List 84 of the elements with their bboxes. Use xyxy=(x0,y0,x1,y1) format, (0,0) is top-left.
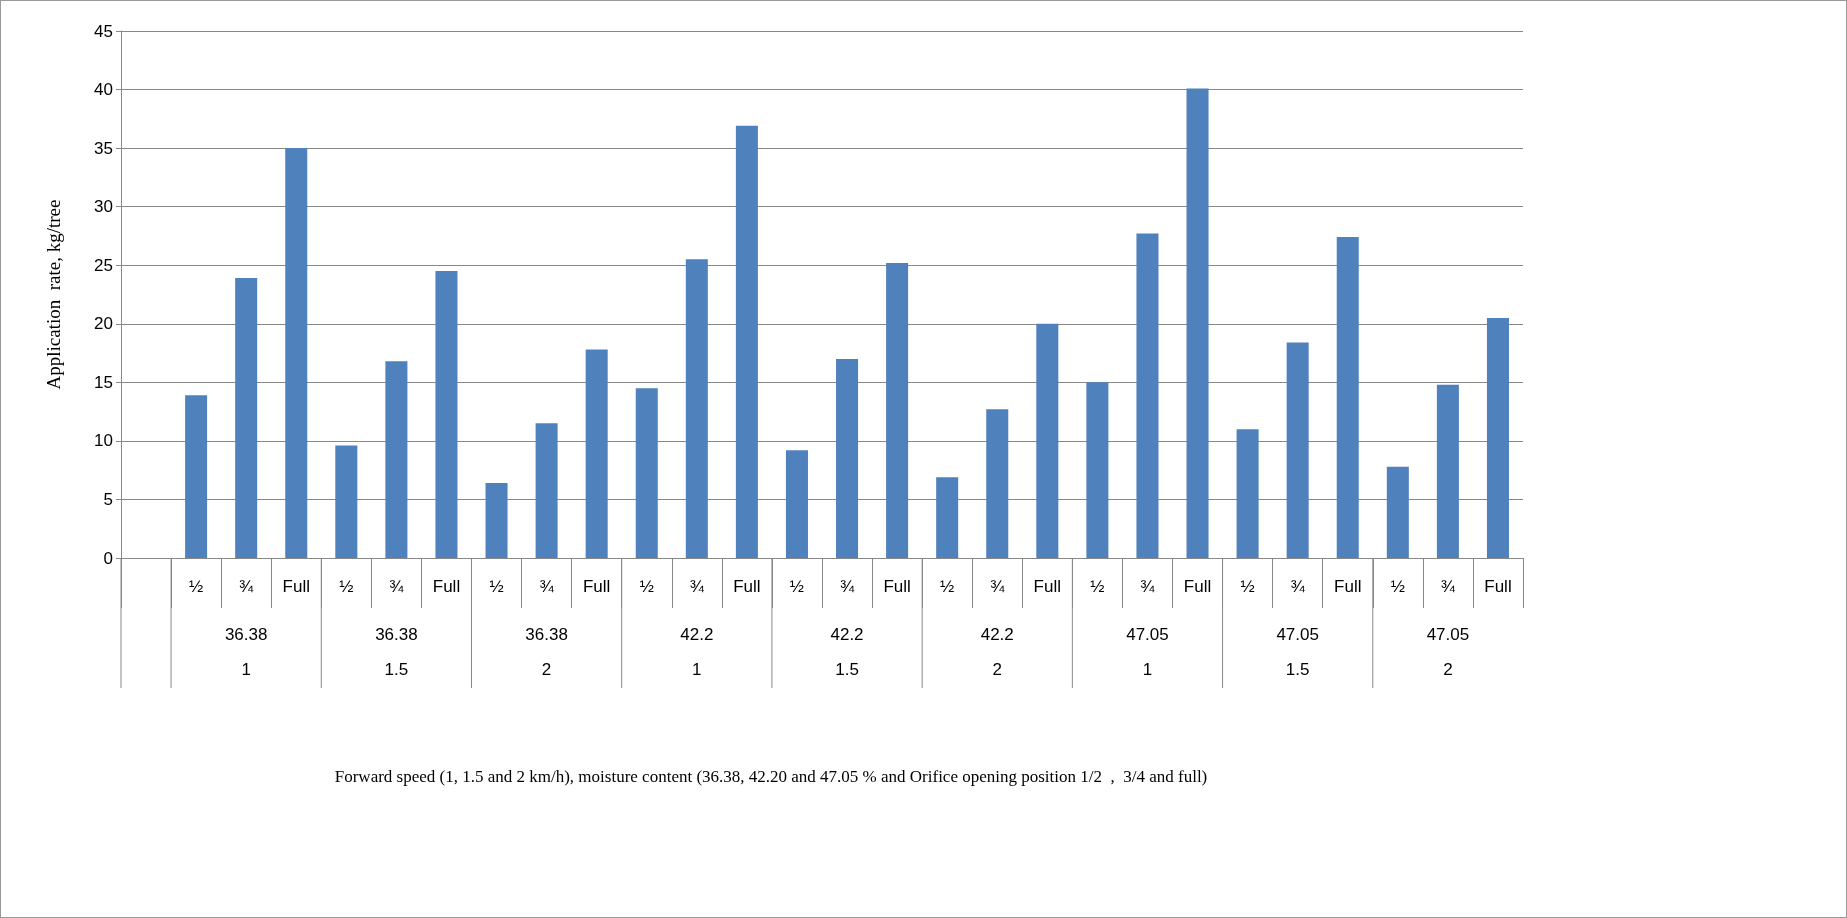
y-tick-label: 5 xyxy=(103,489,113,509)
bar xyxy=(435,271,458,558)
text: 2 xyxy=(541,659,552,679)
y-tick-label: 10 xyxy=(94,431,113,451)
y-tick-label: 15 xyxy=(94,372,113,392)
x-tick-label: ½ xyxy=(339,577,354,596)
bar xyxy=(936,477,959,558)
x-tick-label: Full xyxy=(1183,577,1212,596)
bar xyxy=(535,423,558,558)
bar xyxy=(685,259,708,558)
text: Forward speed (1, 1.5 and 2 km/h), moisture content (36.38, 42.20 and 47.05 % and Orifice opening position 1/2 , 3/4 and full) xyxy=(334,766,1208,786)
text: 1 xyxy=(241,659,251,679)
text: 42.2 xyxy=(830,624,864,644)
x-tick-label: ¾ xyxy=(239,577,255,596)
bar xyxy=(1086,382,1109,558)
text: 1.5 xyxy=(835,659,859,679)
text: 47.05 xyxy=(1126,624,1169,644)
text: 1.5 xyxy=(384,659,409,679)
text: 1 xyxy=(1142,659,1153,679)
y-tick-label: 25 xyxy=(94,255,113,275)
x-tick-label: Full xyxy=(282,577,310,596)
x-tick-label: ¾ xyxy=(1440,577,1456,596)
bar xyxy=(1486,317,1509,558)
y-tick-label: 20 xyxy=(94,314,113,334)
bar xyxy=(1336,237,1359,558)
text: 36.38 xyxy=(375,624,418,644)
text: 2 xyxy=(992,659,1002,679)
x-tick-label: ½ xyxy=(639,577,654,596)
bar xyxy=(635,388,658,558)
x-tick-label: ½ xyxy=(1090,577,1105,596)
y-tick-label: 35 xyxy=(94,138,113,158)
text: 1 xyxy=(692,659,702,679)
x-tick-label: ½ xyxy=(1240,577,1255,596)
text: 1.5 xyxy=(1285,659,1310,679)
x-tick-label: ¾ xyxy=(839,577,855,596)
bar xyxy=(986,409,1009,558)
text: 36.38 xyxy=(224,624,268,644)
x-tick-label: ¾ xyxy=(1290,577,1306,596)
text: 2 xyxy=(1443,659,1453,679)
x-tick-label: ½ xyxy=(789,577,805,596)
bar xyxy=(1136,233,1159,558)
x-tick-label: ½ xyxy=(489,577,504,596)
x-tick-label: ¾ xyxy=(389,577,405,596)
bar xyxy=(1286,342,1309,558)
bar xyxy=(886,262,909,558)
bar xyxy=(235,278,258,558)
bar xyxy=(1236,429,1259,558)
bar xyxy=(385,361,408,558)
text: 47.05 xyxy=(1276,624,1319,644)
x-tick-label: ¾ xyxy=(1140,577,1156,596)
x-tick-label: ½ xyxy=(940,577,955,596)
bar xyxy=(185,395,208,558)
bar xyxy=(1386,466,1409,558)
y-tick-label: 0 xyxy=(103,548,113,568)
bar xyxy=(585,349,608,558)
text: 42.2 xyxy=(980,624,1014,644)
text: 36.38 xyxy=(525,624,568,644)
bar xyxy=(335,445,358,558)
x-tick-label: Full xyxy=(883,577,911,596)
y-axis-title: Application rate, kg/tree xyxy=(43,199,64,390)
bar xyxy=(785,450,808,558)
bar xyxy=(485,483,508,558)
y-tick-label: 45 xyxy=(94,21,113,41)
x-tick-label: Full xyxy=(1334,577,1362,596)
x-tick-label: Full xyxy=(733,577,761,596)
x-tick-label: Full xyxy=(582,577,611,596)
bar xyxy=(1186,88,1209,558)
x-tick-label: ¾ xyxy=(539,577,555,596)
bar xyxy=(1036,323,1059,558)
y-tick-label: 30 xyxy=(94,197,113,217)
x-tick-label: ½ xyxy=(1390,577,1405,596)
text: 42.2 xyxy=(680,624,714,644)
x-tick-label: ¾ xyxy=(990,577,1006,596)
x-tick-label: Full xyxy=(1033,577,1062,596)
x-tick-label: ½ xyxy=(189,577,204,596)
bar xyxy=(735,125,758,558)
x-tick-label: ¾ xyxy=(689,577,705,596)
bar xyxy=(1436,384,1459,558)
y-tick-label: 40 xyxy=(94,80,113,100)
text: 47.05 xyxy=(1426,624,1470,644)
x-tick-label: Full xyxy=(432,577,461,596)
bar xyxy=(285,148,308,558)
x-tick-label: Full xyxy=(1484,577,1512,596)
bar xyxy=(836,358,859,558)
